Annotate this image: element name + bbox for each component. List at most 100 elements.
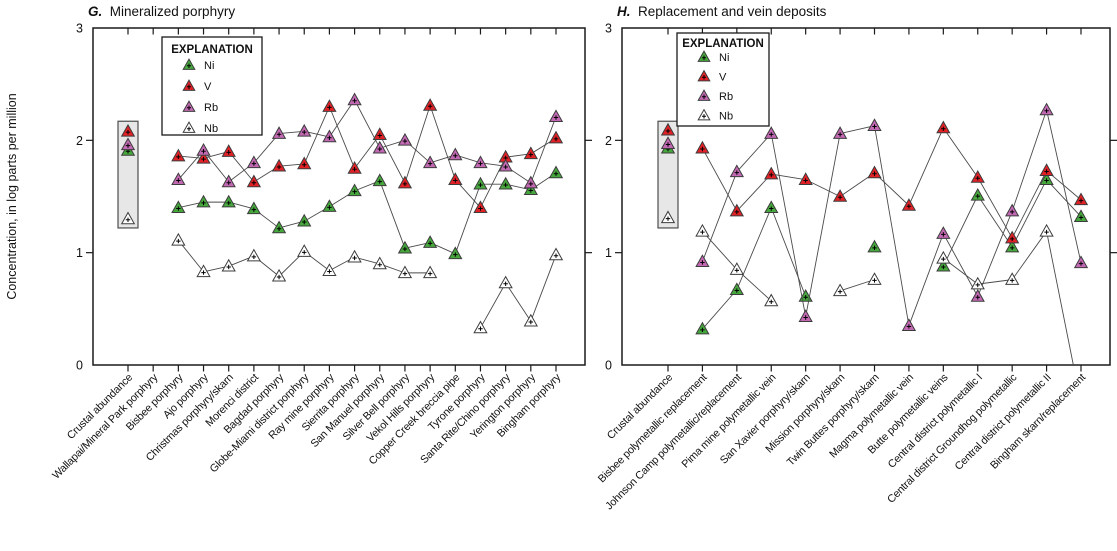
series-line-Rb (178, 99, 557, 184)
marker-cross-icon (226, 200, 231, 206)
marker-cross-icon (769, 299, 774, 304)
axis-ticks (86, 28, 592, 372)
marker-cross-icon (769, 132, 774, 137)
marker-cross-icon (1078, 215, 1084, 220)
marker-cross-icon (665, 142, 671, 147)
chart-panel-h: 0 1 2 3 EXPLANATION Ni V Rb Nb H. Replacement and… (500, 0, 1117, 551)
marker-cross-icon (125, 217, 131, 222)
marker-cross-icon (478, 182, 483, 188)
marker-cross-icon (125, 129, 131, 135)
y-tick-label: 3 (605, 22, 612, 36)
plot-border (621, 27, 1111, 366)
marker-cross-icon (701, 55, 707, 60)
marker-cross-icon (176, 206, 181, 211)
marker-cross-icon (665, 128, 671, 134)
marker-cross-icon (872, 124, 877, 129)
plot-border (92, 27, 586, 366)
marker-cross-icon (803, 178, 808, 183)
chart-panel-g: 0 1 2 3 EXPLANATION Ni V Rb Nb G. Mineralized por… (5, 4, 592, 482)
chart-svg: 0 1 2 3 EXPLANATION Ni V Rb Nb G. Mineralized por… (5, 4, 592, 482)
y-tick-label: 0 (605, 359, 612, 373)
marker-cross-icon (528, 319, 534, 325)
marker-cross-icon (1009, 236, 1015, 242)
marker-cross-icon (503, 281, 508, 286)
marker-cross-icon (975, 295, 980, 300)
legend-label: Rb (719, 91, 733, 103)
marker-cross-icon (226, 180, 231, 185)
marker-cross-icon (478, 161, 483, 166)
marker-cross-icon (402, 138, 408, 144)
marker-cross-icon (1044, 169, 1049, 174)
legend-title: EXPLANATION (171, 44, 253, 56)
marker-cross-icon (352, 167, 357, 172)
series-layer (660, 102, 1089, 408)
marker-cross-icon (402, 246, 408, 252)
marker-cross-icon (803, 315, 808, 320)
marker-cross-icon (176, 238, 181, 244)
marker-cross-icon (251, 161, 257, 166)
marker-cross-icon (734, 170, 740, 175)
marker-cross-icon (176, 178, 181, 183)
marker-cross-icon (553, 253, 559, 258)
marker-cross-icon (327, 205, 332, 210)
marker-cross-icon (528, 181, 534, 187)
marker-cross-icon (186, 126, 192, 131)
marker-cross-icon (186, 84, 192, 89)
marker-cross-icon (975, 282, 980, 288)
marker-cross-icon (176, 154, 181, 160)
marker-cross-icon (427, 104, 433, 109)
marker-cross-icon (427, 241, 433, 246)
marker-cross-icon (941, 232, 946, 237)
marker-cross-icon (734, 209, 740, 215)
marker-cross-icon (734, 268, 740, 273)
marker-cross-icon (1009, 209, 1015, 215)
axis-ticks (615, 28, 1117, 372)
marker-cross-icon (352, 189, 357, 194)
marker-cross-icon (837, 195, 843, 200)
panel-title: H. Replacement and vein deposits (617, 4, 827, 19)
marker-cross-icon (528, 152, 534, 157)
legend-label: Ni (719, 52, 729, 64)
chart-svg: 0 1 2 3 EXPLANATION Ni V Rb Nb H. Replacement and… (596, 4, 1117, 513)
marker-cross-icon (226, 264, 231, 270)
series-line-V (178, 105, 557, 209)
legend-box: EXPLANATION Ni V Rb Nb (161, 36, 263, 136)
marker-cross-icon (453, 178, 458, 183)
marker-cross-icon (276, 226, 282, 231)
y-tick-label: 3 (76, 22, 83, 36)
x-category-label: Johnson Camp polymetallic/replacement (603, 372, 744, 513)
legend-label: V (204, 81, 212, 93)
marker-cross-icon (251, 254, 257, 260)
marker-cross-icon (302, 250, 307, 255)
marker-Nb (1075, 397, 1088, 408)
y-tick-label: 2 (605, 134, 612, 148)
series-line-Ni (178, 172, 557, 255)
marker-cross-icon (553, 136, 559, 142)
x-category-label: Central district Groundhog polymetallic (885, 371, 1020, 506)
marker-cross-icon (276, 132, 282, 137)
marker-cross-icon (769, 206, 774, 211)
marker-cross-icon (528, 188, 534, 193)
series-line-Nb (702, 231, 1074, 365)
marker-cross-icon (377, 146, 382, 152)
marker-cross-icon (665, 216, 671, 221)
marker-cross-icon (352, 255, 357, 261)
marker-cross-icon (1009, 245, 1015, 251)
series-markers-Nb (120, 211, 564, 334)
legend-box: EXPLANATION Ni V Rb Nb (676, 32, 770, 127)
marker-cross-icon (125, 143, 131, 148)
legend-label: Ni (204, 60, 214, 72)
y-tick-label: 0 (76, 359, 83, 373)
marker-cross-icon (251, 207, 257, 212)
marker-cross-icon (276, 164, 282, 170)
series-markers-V (120, 98, 564, 214)
marker-cross-icon (427, 271, 433, 276)
legend-label: V (719, 72, 727, 84)
marker-cross-icon (201, 270, 206, 275)
marker-cross-icon (327, 105, 332, 110)
y-axis-label: Concentration, in log parts per million (5, 93, 19, 299)
marker-cross-icon (377, 133, 382, 138)
marker-cross-icon (226, 150, 231, 155)
legend-frame (161, 36, 263, 136)
